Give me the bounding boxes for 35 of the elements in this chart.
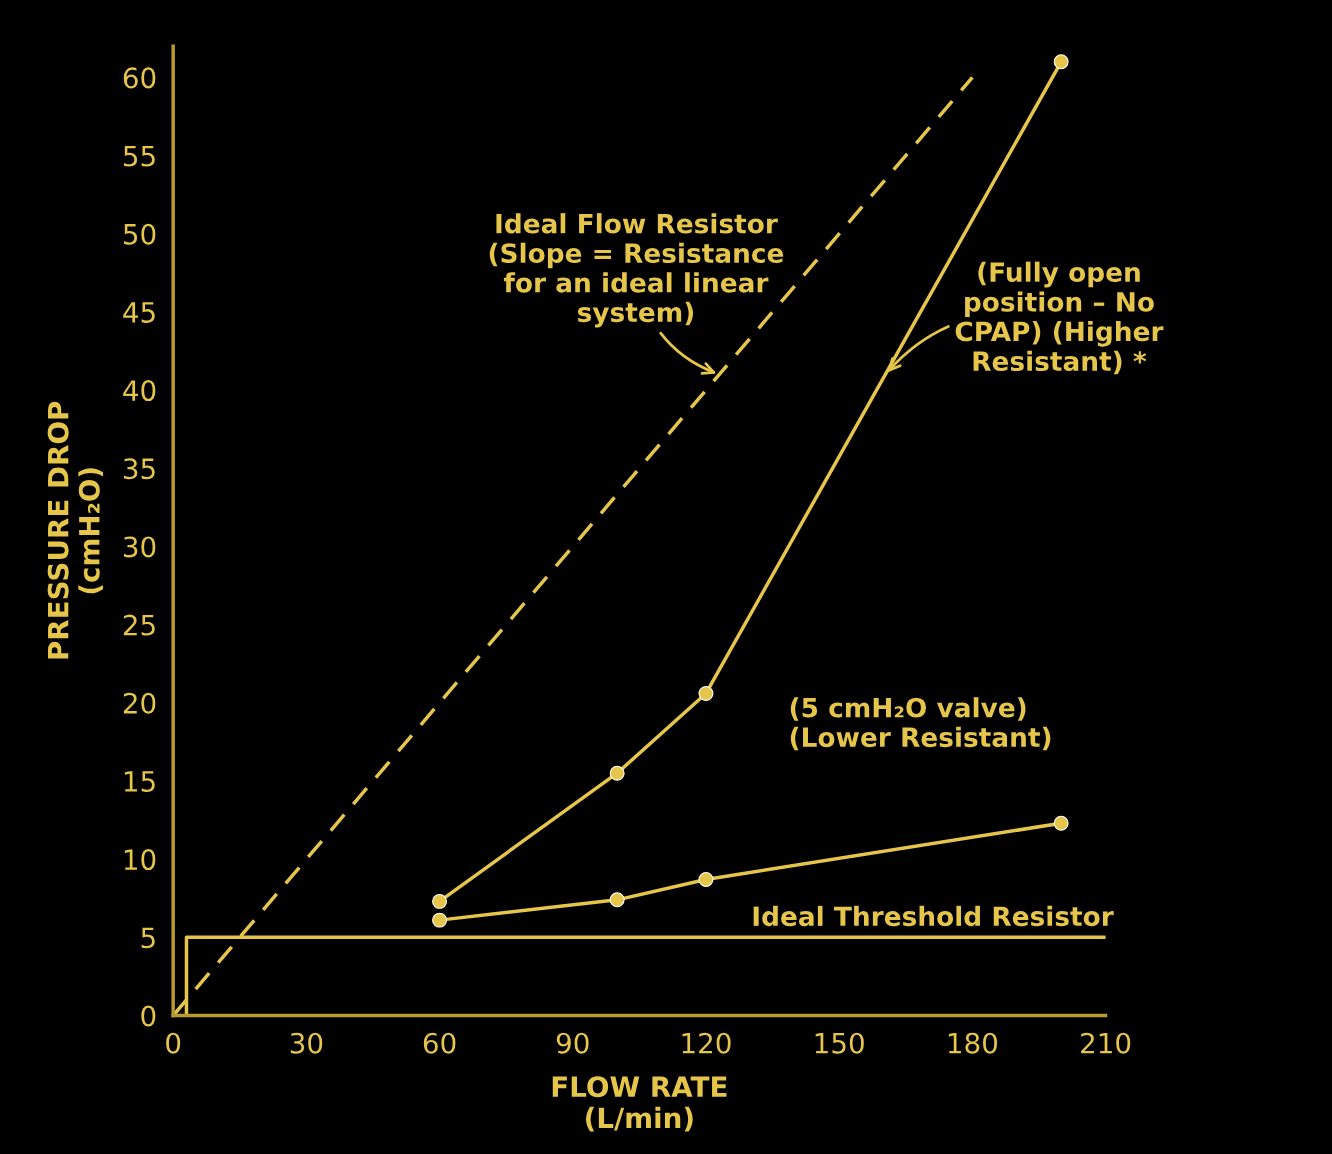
- x-tick-label: 60: [423, 1032, 456, 1054]
- annotation: (Fully open position – No CPAP) (Higher Resistant) *: [955, 261, 1164, 375]
- x-tick-label: 120: [682, 1032, 731, 1054]
- point: [432, 893, 448, 909]
- y-tick-label: 15: [124, 771, 155, 792]
- point: [609, 765, 625, 781]
- y-tick-label: 60: [123, 67, 156, 89]
- y-tick-label: 20: [123, 692, 156, 714]
- point: [698, 872, 714, 887]
- point: [1053, 54, 1069, 70]
- annotation: Ideal Threshold Resistor: [753, 905, 1114, 927]
- x-tick-label: 210: [1081, 1032, 1131, 1054]
- y-axis-title: PRESSURE DROP (cmH₂O): [47, 401, 104, 659]
- x-tick-label: 180: [948, 1032, 998, 1054]
- x-tick-label: 150: [815, 1032, 864, 1054]
- y-tick-label: 45: [123, 302, 155, 323]
- y-tick-label: 10: [124, 849, 156, 871]
- y-tick-label: 35: [123, 458, 155, 480]
- x-axis-title: FLOW RATE (L/min): [552, 1076, 727, 1132]
- annotation: Ideal Flow Resistor (Slope = Resistance for an ideal linear system): [489, 213, 784, 328]
- annotation: (5 cmH₂O valve) (Lower Resistant): [790, 697, 1051, 751]
- y-tick-label: 0: [141, 1005, 156, 1027]
- x-tick-label: 0: [166, 1032, 181, 1054]
- y-tick-label: 55: [123, 145, 155, 167]
- y-tick-label: 40: [123, 380, 156, 402]
- y-tick-label: 25: [123, 614, 155, 636]
- y-tick-label: 50: [123, 223, 156, 245]
- y-tick-label: 30: [123, 536, 156, 558]
- x-tick-label: 90: [556, 1032, 589, 1054]
- point: [609, 892, 625, 908]
- point: [698, 685, 714, 701]
- point: [432, 912, 448, 928]
- x-tick-label: 30: [290, 1032, 323, 1054]
- point: [1053, 815, 1069, 831]
- y-tick-label: 5: [141, 927, 155, 949]
